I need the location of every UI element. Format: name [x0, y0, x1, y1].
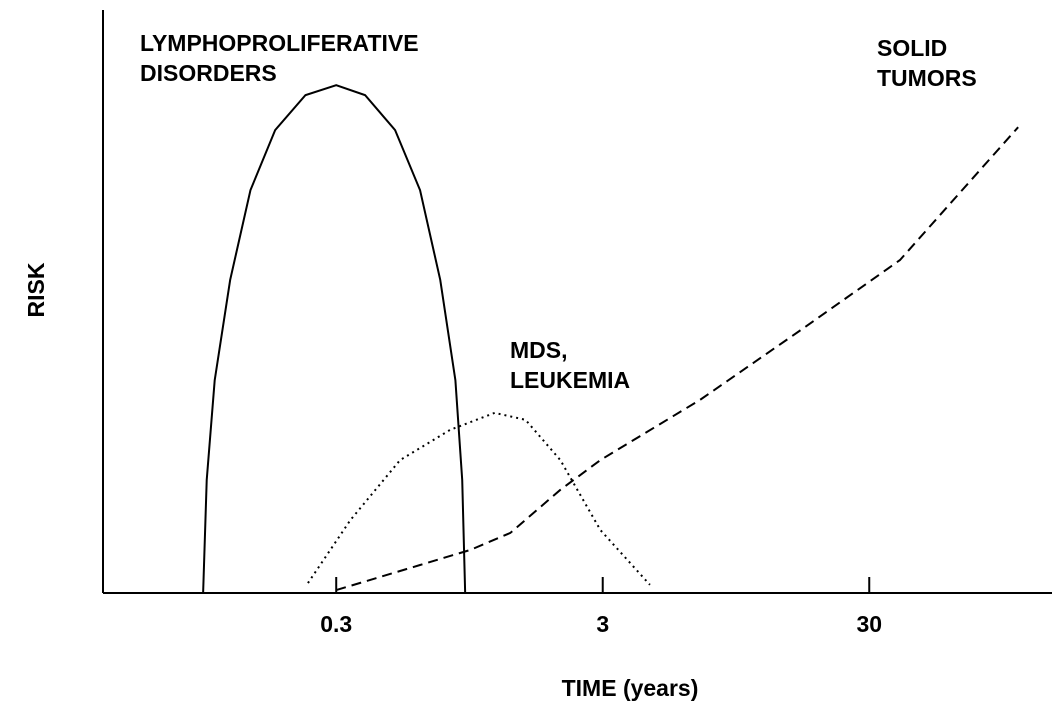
series-label: SOLID: [877, 35, 947, 61]
x-axis-title: TIME (years): [562, 675, 699, 701]
series-label: DISORDERS: [140, 60, 277, 86]
series-label: MDS,: [510, 337, 568, 363]
series-line: [335, 126, 1019, 592]
x-tick-label: 0.3: [320, 611, 352, 637]
series-label: LEUKEMIA: [510, 367, 630, 393]
series-label: LYMPHOPROLIFERATIVE: [140, 30, 419, 56]
y-axis-title: RISK: [23, 262, 49, 317]
series-label: TUMORS: [877, 65, 977, 91]
series-line: [307, 411, 651, 586]
series-line: [202, 84, 467, 594]
x-tick-label: 3: [596, 611, 609, 637]
x-tick-label: 30: [856, 611, 882, 637]
